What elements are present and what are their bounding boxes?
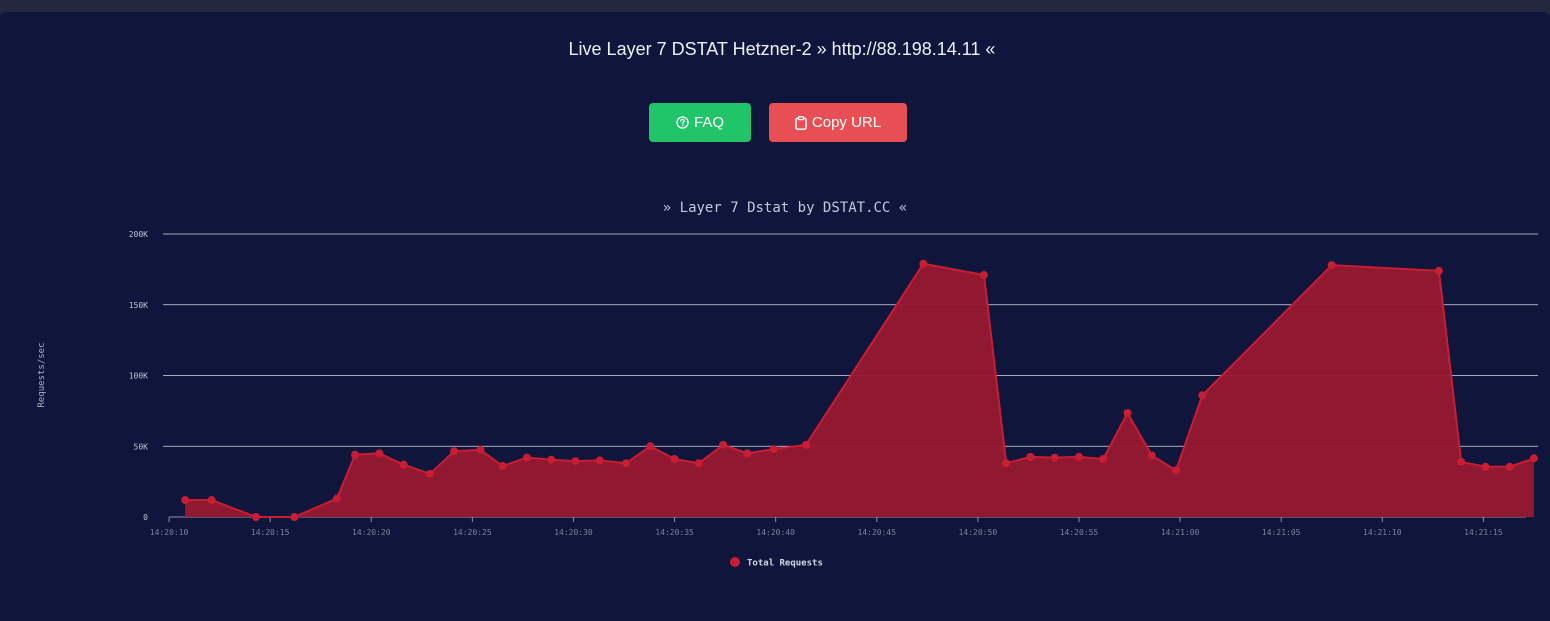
data-point[interactable] [1529, 454, 1538, 463]
x-tick-label: 14:20:40 [756, 528, 795, 537]
data-point[interactable] [252, 513, 261, 521]
faq-label: FAQ [693, 114, 724, 131]
data-point[interactable] [694, 459, 703, 468]
x-tick-label: 14:20:15 [251, 528, 290, 537]
data-point[interactable] [1172, 466, 1181, 475]
data-point[interactable] [476, 445, 485, 454]
data-point[interactable] [1050, 453, 1059, 462]
chart-legend[interactable]: Total Requests [730, 557, 823, 569]
faq-button[interactable]: FAQ [649, 103, 751, 142]
data-point[interactable] [743, 449, 752, 458]
data-point[interactable] [1481, 462, 1490, 471]
clipboard-icon [795, 115, 807, 130]
data-point[interactable] [646, 442, 655, 451]
x-tick-label: 14:20:30 [554, 528, 593, 537]
data-point[interactable] [547, 455, 556, 464]
data-point[interactable] [1505, 462, 1514, 471]
data-point[interactable] [919, 259, 928, 268]
data-point[interactable] [1198, 391, 1207, 400]
legend-marker [730, 557, 740, 567]
data-point[interactable] [1147, 451, 1156, 460]
legend-label: Total Requests [747, 559, 823, 569]
data-point[interactable] [1002, 459, 1011, 468]
data-point[interactable] [1457, 457, 1466, 466]
x-tick-label: 14:20:25 [453, 528, 492, 537]
question-circle-icon [676, 116, 689, 129]
x-tick-label: 14:20:50 [959, 528, 998, 537]
x-tick-label: 14:20:35 [655, 528, 694, 537]
data-point[interactable] [1434, 266, 1443, 275]
data-point[interactable] [670, 454, 679, 463]
data-point[interactable] [979, 271, 988, 280]
data-point[interactable] [450, 447, 459, 456]
data-point[interactable] [1074, 452, 1083, 461]
x-tick-label: 14:21:05 [1262, 528, 1301, 537]
y-tick-label: 150K [129, 301, 148, 310]
copy-url-label: Copy URL [811, 114, 882, 131]
data-point[interactable] [207, 496, 216, 505]
x-tick-label: 14:21:10 [1363, 528, 1402, 537]
y-tick-label: 0 [143, 513, 148, 522]
data-point[interactable] [425, 469, 434, 478]
y-tick-label: 200K [129, 230, 148, 239]
data-point[interactable] [1123, 408, 1132, 417]
page-title: Live Layer 7 DSTAT Hetzner-2 » http://88… [568, 39, 996, 59]
data-point[interactable] [522, 453, 531, 462]
data-point[interactable] [802, 440, 811, 449]
copy-url-button[interactable]: Copy URL [769, 103, 907, 142]
data-point[interactable] [571, 457, 580, 466]
x-tick-label: 14:20:10 [150, 528, 189, 537]
y-tick-label: 50K [134, 442, 149, 451]
x-tick-label: 14:21:15 [1464, 528, 1503, 537]
data-point[interactable] [719, 440, 728, 449]
y-tick-label: 100K [129, 372, 148, 381]
data-point[interactable] [399, 460, 408, 469]
data-point[interactable] [1099, 454, 1108, 463]
x-tick-label: 14:20:55 [1060, 528, 1099, 537]
data-point[interactable] [332, 494, 341, 503]
x-tick-label: 14:20:45 [858, 528, 897, 537]
series-area-total-requests [185, 263, 1534, 517]
y-axis-label: Requests/sec [37, 342, 47, 407]
data-point[interactable] [595, 456, 604, 465]
x-tick-label: 14:21:00 [1161, 528, 1200, 537]
x-tick-label: 14:20:20 [352, 528, 391, 537]
data-point[interactable] [1026, 452, 1035, 461]
data-point[interactable] [375, 449, 384, 458]
data-point[interactable] [498, 462, 507, 471]
data-point[interactable] [181, 496, 190, 505]
data-point[interactable] [290, 513, 299, 521]
data-point[interactable] [351, 450, 360, 459]
chart-title: » Layer 7 Dstat by DSTAT.CC « [663, 200, 907, 216]
data-point[interactable] [622, 459, 631, 468]
data-point[interactable] [1327, 261, 1336, 270]
data-point[interactable] [769, 445, 778, 454]
